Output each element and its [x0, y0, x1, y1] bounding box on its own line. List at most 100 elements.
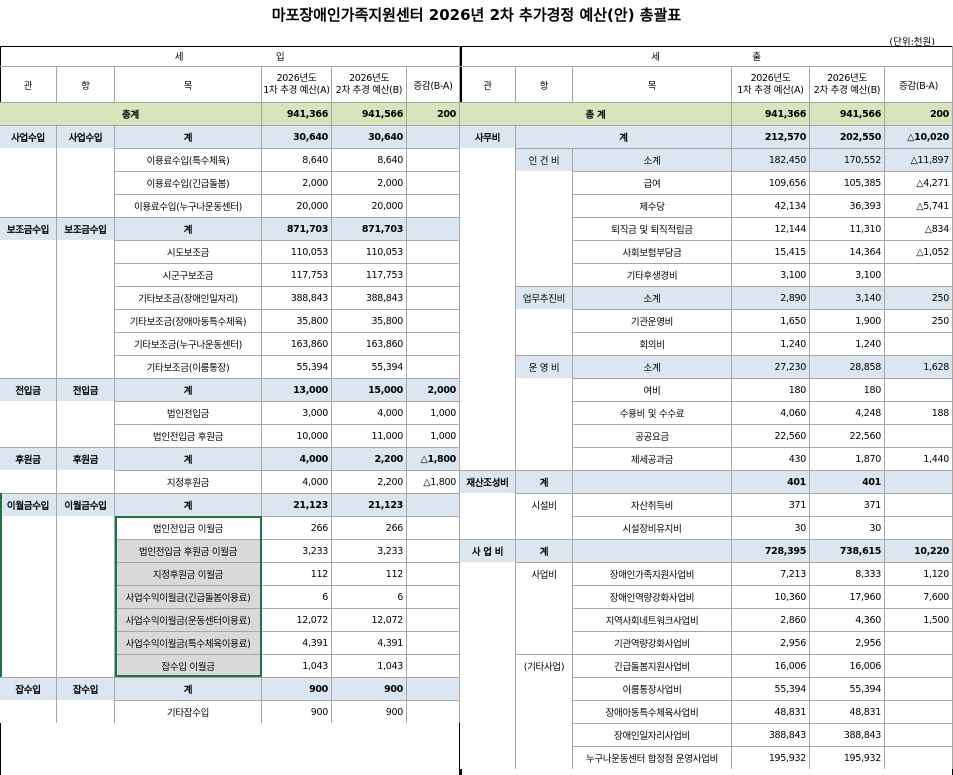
gwan-cell: 사업수입	[0, 125, 57, 148]
budget-b-cell: 22,560	[810, 424, 885, 447]
budget-b-cell: 36,393	[810, 194, 885, 217]
hang-cell	[516, 677, 573, 700]
mok-cell: 기타잡수입	[115, 700, 262, 723]
hang-cell	[57, 286, 115, 309]
column-header-line: 2차 추경 예산(B)	[813, 84, 881, 96]
budget-b-cell: 371	[810, 493, 885, 516]
gwan-cell	[460, 332, 516, 355]
change-cell: △4,271	[885, 171, 953, 194]
change-cell	[885, 378, 953, 401]
budget-b-cell: 28,858	[810, 355, 885, 378]
column-header-line: 1차 추경 예산(A)	[263, 84, 330, 96]
mok-cell: 긴급돌봄지원사업비	[573, 654, 732, 677]
gwan-cell	[0, 608, 57, 631]
hang-cell	[516, 608, 573, 631]
budget-a-cell: 180	[732, 378, 810, 401]
mok-cell: 계	[115, 677, 262, 700]
hang-cell	[516, 309, 573, 332]
hang-cell: 잡수입	[57, 677, 115, 700]
budget-a-cell: 871,703	[262, 217, 332, 240]
budget-a-cell: 55,394	[732, 677, 810, 700]
budget-b-cell: 2,000	[332, 171, 407, 194]
mok-cell: 계	[115, 447, 262, 470]
hang-cell	[516, 746, 573, 769]
selection-edge	[0, 493, 2, 677]
budget-b-cell: 4,000	[332, 401, 407, 424]
budget-b-cell: 2,956	[810, 631, 885, 654]
mok-cell: 기관운영비	[573, 309, 732, 332]
budget-b-cell: 2,200	[332, 470, 407, 493]
gwan-cell	[460, 217, 516, 240]
mok-cell: 시설장비유지비	[573, 516, 732, 539]
budget-a-cell: 900	[262, 677, 332, 700]
mok-cell: 지정후원금	[115, 470, 262, 493]
mok-cell: 계	[115, 125, 262, 148]
budget-a-cell: 13,000	[262, 378, 332, 401]
change-cell	[885, 263, 953, 286]
change-cell: △5,741	[885, 194, 953, 217]
gwan-cell	[460, 355, 516, 378]
change-cell	[407, 171, 460, 194]
hang-cell	[57, 332, 115, 355]
gwan-cell: 재산조성비	[460, 470, 516, 493]
change-cell: 250	[885, 309, 953, 332]
budget-a-cell: 3,000	[262, 401, 332, 424]
change-cell	[407, 125, 460, 148]
change-cell: 1,500	[885, 608, 953, 631]
mok-cell	[573, 470, 732, 493]
mok-cell: 여비	[573, 378, 732, 401]
hang-cell	[57, 171, 115, 194]
hang-cell: (기타사업)	[516, 654, 573, 677]
budget-b-cell: 163,860	[332, 332, 407, 355]
mok-cell	[573, 539, 732, 562]
hang-cell: 인 건 비	[516, 148, 573, 171]
gwan-cell	[0, 240, 57, 263]
gwan-cell	[460, 148, 516, 171]
gwan-cell	[0, 470, 57, 493]
hang-cell	[57, 562, 115, 585]
budget-b-cell: 20,000	[332, 194, 407, 217]
hang-cell	[516, 171, 573, 194]
change-cell	[407, 700, 460, 723]
change-cell	[885, 516, 953, 539]
gwan-cell	[0, 654, 57, 677]
budget-b-cell: 2,200	[332, 447, 407, 470]
column-header: 증감(B-A)	[407, 66, 460, 102]
mok-cell: 사회보험부담금	[573, 240, 732, 263]
hang-cell	[516, 378, 573, 401]
hang-cell: 계	[516, 125, 732, 148]
column-header-line: 2026년도	[349, 72, 389, 84]
column-header-line: 2026년도	[827, 72, 867, 84]
budget-a-cell: 20,000	[262, 194, 332, 217]
column-header-line: 2차 추경 예산(B)	[335, 84, 403, 96]
hang-cell	[516, 700, 573, 723]
budget-b-cell: 117,753	[332, 263, 407, 286]
change-cell	[407, 539, 460, 562]
gwan-cell	[460, 585, 516, 608]
budget-a-cell: 21,123	[262, 493, 332, 516]
change-cell: 1,120	[885, 562, 953, 585]
budget-a-cell: 42,134	[732, 194, 810, 217]
mok-cell: 제수당	[573, 194, 732, 217]
budget-b-cell: 17,960	[810, 585, 885, 608]
budget-a-cell: 30	[732, 516, 810, 539]
mok-cell: 기타보조금(장애아동특수체육)	[115, 309, 262, 332]
change-cell: 2,000	[407, 378, 460, 401]
change-cell	[885, 700, 953, 723]
budget-a-cell: 941,366	[262, 102, 332, 125]
gwan-cell	[460, 723, 516, 746]
gwan-cell	[0, 332, 57, 355]
budget-a-cell: 30,640	[262, 125, 332, 148]
budget-a-cell: 1,240	[732, 332, 810, 355]
change-cell: △1,052	[885, 240, 953, 263]
change-cell: 1,000	[407, 401, 460, 424]
hang-cell	[57, 240, 115, 263]
column-header: 2026년도 1차 추경 예산(A)	[732, 66, 810, 102]
gwan-cell: 보조금수입	[0, 217, 57, 240]
column-header-line: 2026년도	[276, 72, 317, 84]
budget-b-cell: 55,394	[332, 355, 407, 378]
budget-a-cell: 15,415	[732, 240, 810, 263]
change-cell	[885, 493, 953, 516]
budget-a-cell: 1,650	[732, 309, 810, 332]
budget-b-cell: 112	[332, 562, 407, 585]
